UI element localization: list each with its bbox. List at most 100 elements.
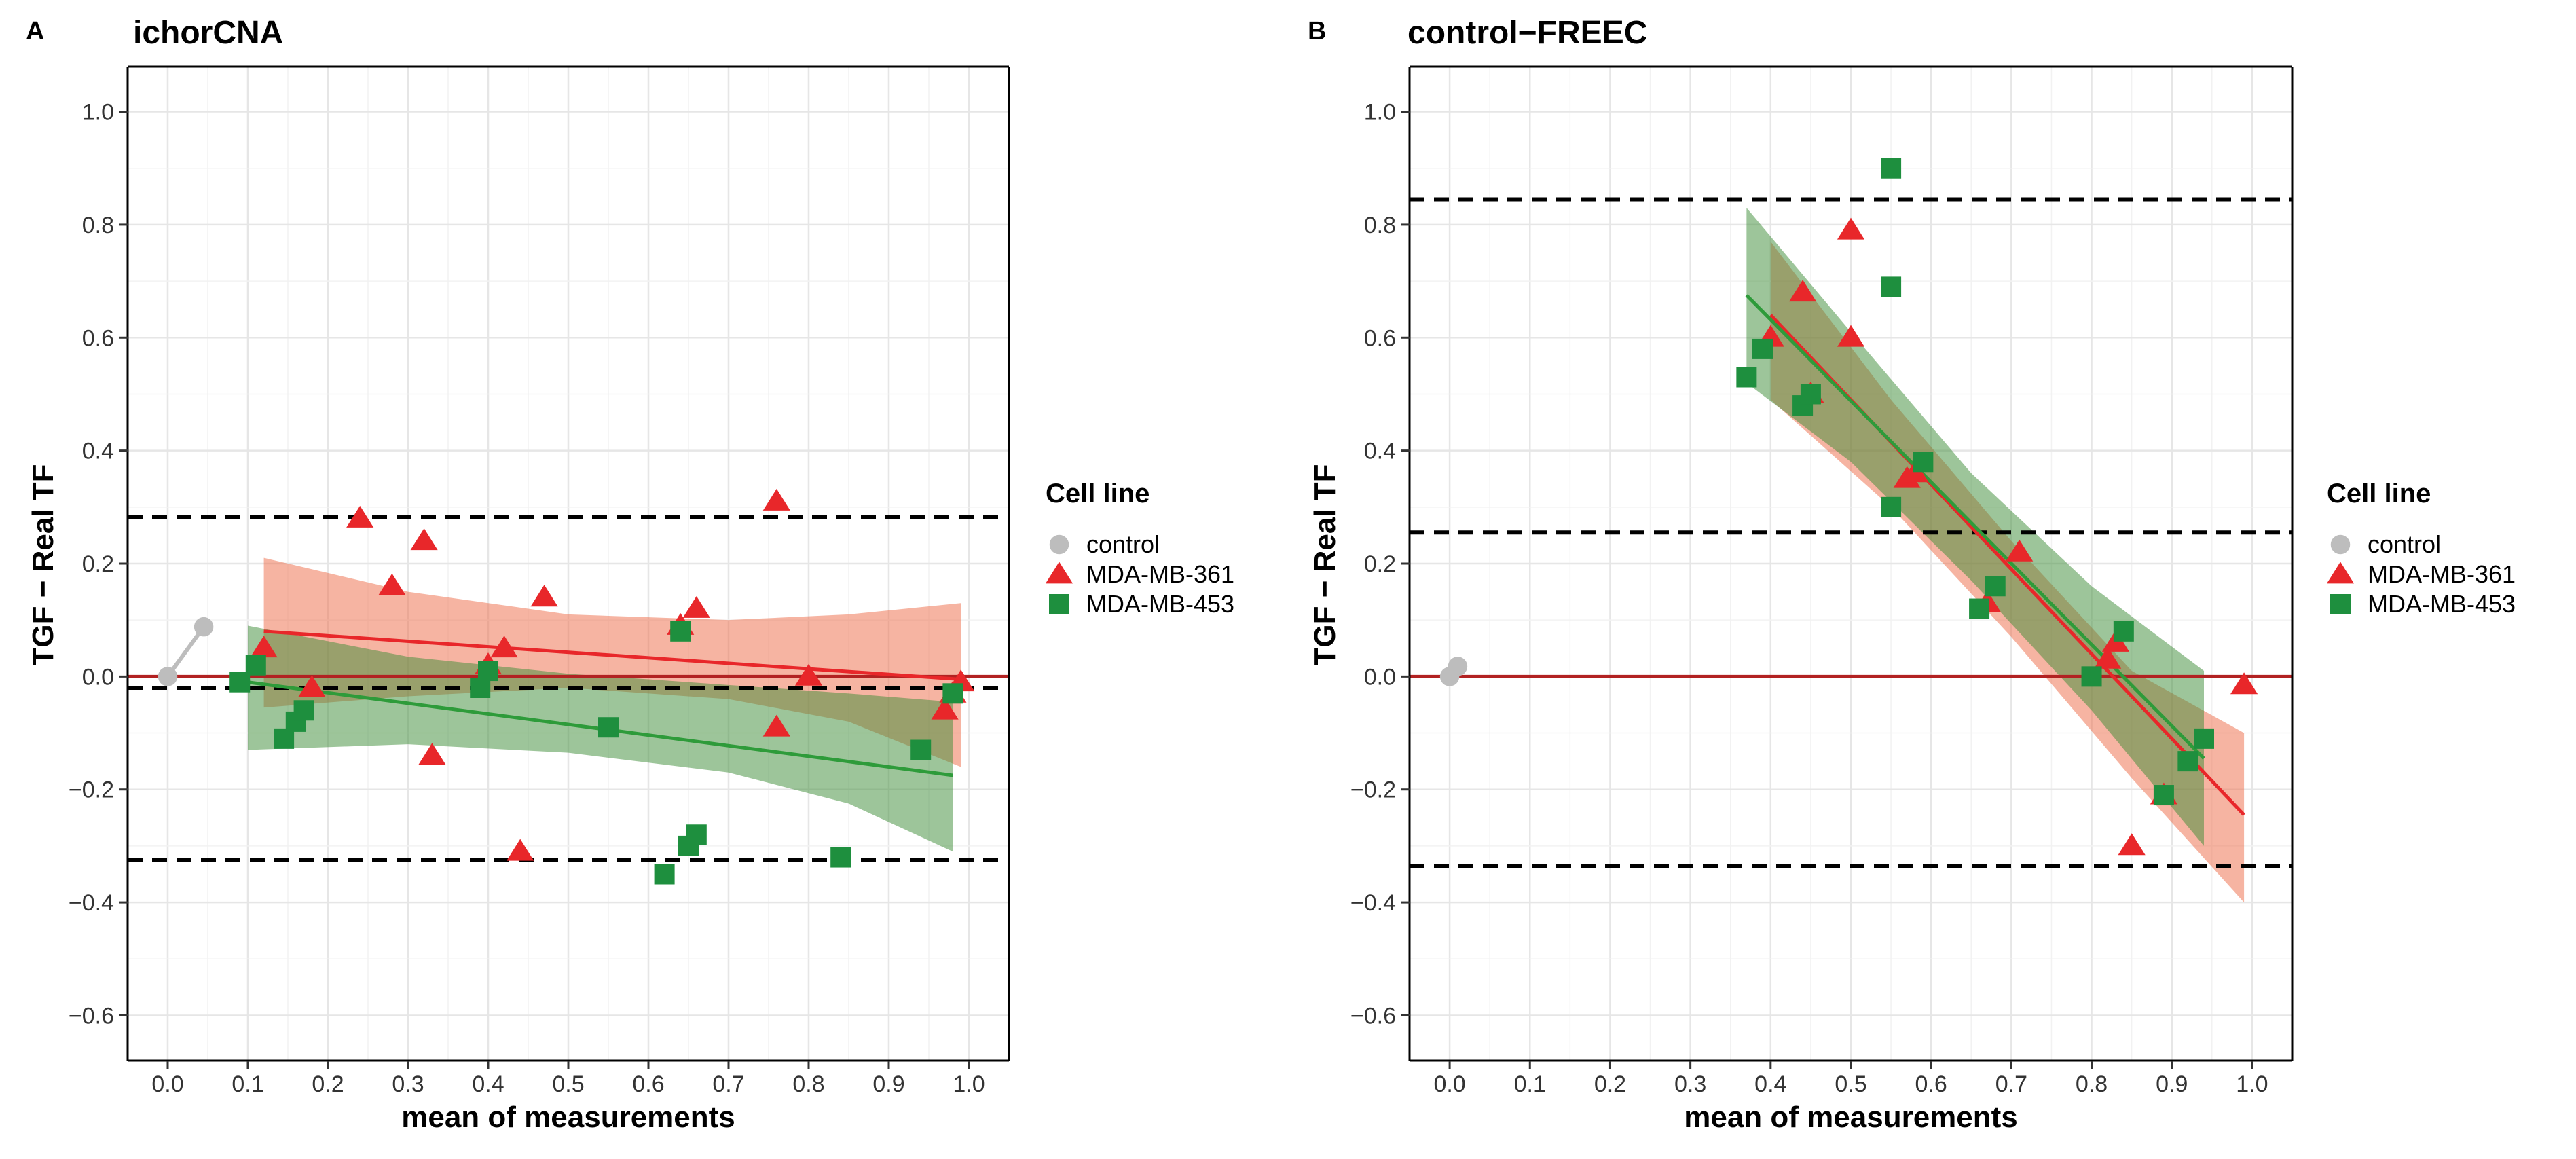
data-point-mda-mb-361 — [794, 663, 823, 686]
x-tick-label: 1.0 — [2236, 1071, 2268, 1097]
grid — [1410, 67, 2292, 1061]
data-point-mda-mb-453 — [2113, 621, 2134, 642]
data-point-mda-mb-453 — [2081, 666, 2102, 687]
data-point-control — [1448, 657, 1468, 676]
y-tick-label: 0.0 — [82, 664, 114, 690]
y-axis-label: TGF − Real TF — [26, 464, 60, 665]
data-point-mda-mb-361 — [762, 714, 790, 737]
x-tick-label: 0.8 — [792, 1071, 824, 1097]
y-tick-label: 1.0 — [82, 100, 114, 126]
data-point-mda-mb-453 — [1800, 384, 1821, 405]
x-tick-label: 0.7 — [1995, 1071, 2027, 1097]
data-point-mda-mb-361 — [410, 528, 438, 551]
y-tick-label: −0.4 — [69, 890, 114, 916]
x-tick-label: 0.6 — [1915, 1071, 1947, 1097]
chart-title: control−FREEC — [1407, 15, 1647, 51]
panel-label: A — [26, 17, 44, 45]
x-axis-label: mean of measurements — [1684, 1101, 2018, 1134]
x-tick-label: 0.3 — [1674, 1071, 1706, 1097]
data-point-mda-mb-361 — [250, 636, 278, 658]
data-point-mda-mb-453 — [1985, 576, 2006, 597]
data-point-mda-mb-453 — [1881, 496, 1902, 517]
legend-title: Cell line — [1046, 479, 1149, 509]
data-point-mda-mb-361 — [1837, 325, 1865, 347]
axes: 0.0 0.1 0.2 0.3 0.4 0.5 0.6 0.7 0.8 0.9 1.0 −0.6 −0.… — [1350, 65, 2294, 1097]
y-tick-label: 0.8 — [1364, 213, 1396, 238]
x-tick-label: 0.2 — [1594, 1071, 1626, 1097]
legend-entry: control — [1049, 530, 1160, 558]
x-tick-label: 0.4 — [472, 1071, 504, 1097]
y-tick-label: 0.2 — [1364, 551, 1396, 577]
x-tick-label: 0.6 — [632, 1071, 664, 1097]
data-point-mda-mb-453 — [1881, 158, 1902, 179]
data-point-mda-mb-453 — [2177, 751, 2198, 772]
data-point-mda-mb-361 — [418, 743, 446, 765]
legend-key-square — [2330, 594, 2351, 614]
legend-entry: MDA-MB-361 — [2326, 560, 2516, 588]
data-point-mda-mb-361 — [931, 697, 959, 720]
y-tick-label: 0.4 — [1364, 439, 1396, 464]
data-point-mda-mb-361 — [2094, 646, 2122, 669]
data-point-mda-mb-453 — [598, 717, 619, 738]
data-point-mda-mb-453 — [478, 661, 498, 682]
data-point-mda-mb-361 — [530, 585, 558, 607]
y-tick-label: 1.0 — [1364, 100, 1396, 126]
data-point-mda-mb-453 — [670, 621, 691, 642]
axes: 0.0 0.1 0.2 0.3 0.4 0.5 0.6 0.7 0.8 0.9 1.0 −0.6 −0.… — [69, 65, 1010, 1097]
data-point-mda-mb-361 — [1789, 280, 1817, 302]
data-point-mda-mb-453 — [1913, 452, 1934, 473]
data-point-mda-mb-453 — [1881, 276, 1902, 297]
data-point-mda-mb-453 — [686, 824, 707, 845]
data-point-control — [194, 617, 214, 637]
legend-key-circle — [1049, 534, 1069, 555]
legend-entry: MDA-MB-453 — [1049, 590, 1234, 618]
data-point-mda-mb-361 — [2230, 672, 2258, 695]
y-tick-label: −0.2 — [1350, 777, 1396, 803]
grid — [128, 67, 1009, 1061]
x-tick-label: 0.0 — [151, 1071, 183, 1097]
data-point-mda-mb-453 — [2153, 785, 2174, 806]
reference-lines — [1410, 197, 2292, 868]
data-point-mda-mb-361 — [507, 839, 534, 861]
y-tick-label: −0.2 — [69, 777, 114, 803]
x-tick-label: 0.1 — [1514, 1071, 1546, 1097]
legend-entry: control — [2330, 530, 2441, 558]
x-tick-label: 0.7 — [712, 1071, 744, 1097]
data-point-mda-mb-361 — [762, 488, 790, 511]
trend-line-mda-mb-361 — [263, 629, 961, 682]
data-point-mda-mb-453 — [1752, 338, 1773, 359]
data-point-mda-mb-361 — [490, 636, 518, 658]
x-tick-label: 0.4 — [1754, 1071, 1786, 1097]
data-points — [1439, 158, 2258, 856]
legend-key-square — [1049, 594, 1069, 614]
x-tick-label: 0.9 — [872, 1071, 904, 1097]
legend-title: Cell line — [2327, 479, 2431, 509]
trend-line-mda-mb-453 — [1745, 294, 2205, 760]
data-point-mda-mb-453 — [1736, 367, 1757, 388]
legend-label: MDA-MB-453 — [1086, 590, 1234, 618]
data-point-mda-mb-453 — [293, 700, 314, 721]
confidence-band-mda-mb-453 — [248, 625, 953, 852]
y-tick-label: 0.4 — [82, 439, 114, 464]
data-point-mda-mb-361 — [682, 595, 710, 618]
data-points — [158, 488, 975, 885]
x-axis-label: mean of measurements — [401, 1101, 735, 1134]
panel-label: B — [1308, 17, 1326, 45]
x-tick-label: 0.8 — [2076, 1071, 2108, 1097]
data-point-mda-mb-453 — [1969, 598, 1990, 619]
y-tick-label: 0.6 — [1364, 325, 1396, 351]
y-tick-label: −0.6 — [1350, 1003, 1396, 1029]
y-axis-label: TGF − Real TF — [1308, 464, 1342, 665]
legend-label: control — [2368, 530, 2441, 558]
data-point-mda-mb-453 — [910, 739, 932, 760]
data-point-control — [158, 667, 178, 686]
y-tick-label: 0.6 — [82, 325, 114, 351]
x-tick-label: 0.1 — [232, 1071, 263, 1097]
data-point-mda-mb-361 — [298, 675, 326, 697]
x-tick-label: 0.5 — [1835, 1071, 1866, 1097]
x-tick-label: 0.0 — [1433, 1071, 1465, 1097]
y-tick-label: −0.4 — [1350, 890, 1396, 916]
